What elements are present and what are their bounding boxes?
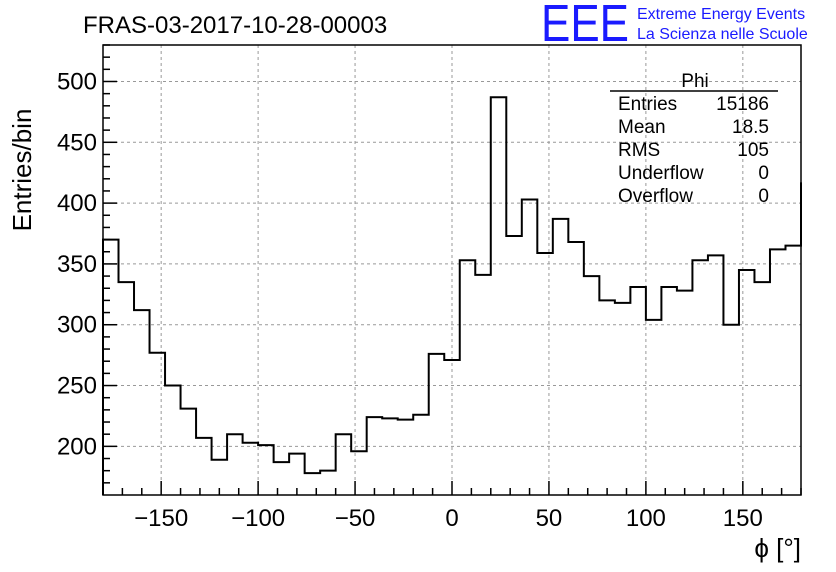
stats-row-label: Underflow — [618, 163, 704, 184]
y-tick-label: 500 — [57, 68, 97, 95]
stats-row-value: 18.5 — [732, 117, 769, 138]
y-tick-label: 300 — [57, 312, 97, 339]
eee-logo: EEE Extreme Energy Events La Scienza nel… — [541, 0, 808, 53]
stats-rows: Entries 15186 Mean 18.5 RMS 105 Underflow 0 Over… — [618, 94, 769, 207]
x-tick-label: −50 — [335, 505, 376, 532]
logo-line-1: Extreme Energy Events — [637, 6, 805, 23]
grid-lines — [103, 45, 801, 495]
x-tick-label: −100 — [231, 505, 285, 532]
y-tick-label: 250 — [57, 373, 97, 400]
x-tick-label: 50 — [536, 505, 563, 532]
y-tick-label: 400 — [57, 190, 97, 217]
stats-row-label: Entries — [618, 94, 677, 115]
stats-row-value: 105 — [737, 140, 769, 161]
x-tick-label: 100 — [626, 505, 666, 532]
y-axis-ticks: 200 250 300 350 400 450 500 — [57, 44, 117, 484]
y-tick-label: 200 — [57, 433, 97, 460]
histogram-line — [102, 96, 802, 495]
x-axis-label: ϕ [°] — [754, 533, 801, 563]
x-tick-label: 0 — [445, 505, 458, 532]
logo-mark: EEE — [541, 0, 629, 53]
y-axis-label: Entries/bin — [7, 109, 37, 232]
stats-box: Phi Entries 15186 Mean 18.5 RMS 105 Underflow 0… — [610, 71, 778, 207]
stats-row-value: 15186 — [716, 94, 769, 115]
x-tick-label: −150 — [134, 505, 188, 532]
x-tick-label: 150 — [723, 505, 763, 532]
y-tick-label: 450 — [57, 129, 97, 156]
stats-row-label: Mean — [618, 117, 666, 138]
logo-line-2: La Scienza nelle Scuole — [637, 26, 808, 43]
stats-row-label: Overflow — [618, 186, 693, 207]
y-tick-label: 350 — [57, 251, 97, 278]
stats-title: Phi — [681, 71, 708, 92]
stats-row-value: 0 — [758, 163, 769, 184]
stats-row-label: RMS — [618, 140, 660, 161]
stats-row-value: 0 — [758, 186, 769, 207]
chart-title: FRAS-03-2017-10-28-00003 — [83, 12, 387, 39]
x-axis-ticks: −150 −100 −50 0 50 100 150 — [102, 481, 802, 532]
